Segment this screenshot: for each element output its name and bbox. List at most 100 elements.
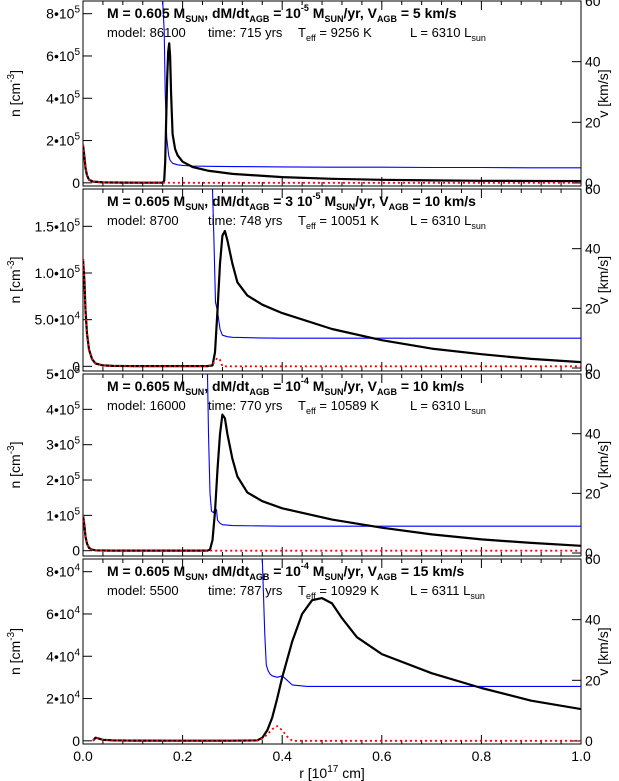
y-tick-mantissa: 1•10: [46, 507, 74, 523]
y-axis-label-end: ]: [7, 70, 23, 74]
data-area: [83, 1, 581, 184]
y-tick-exponent: 5: [74, 400, 80, 411]
y-axis-label-end: ]: [7, 441, 23, 445]
panel-title: M = 0.605 MSUN, dM/dtAGB = 10-4 MSUN/yr,…: [107, 376, 464, 397]
title-part: SUN: [324, 14, 343, 24]
teff-label: Teff = 9256 K: [298, 25, 372, 43]
title-part: AGB: [249, 14, 270, 24]
luminosity-label: L = 6310 Lsun: [410, 25, 486, 43]
y-tick-mantissa: 2•10: [46, 691, 74, 707]
y2-tick-label: 40: [585, 426, 601, 442]
x-axis-label-end: cm]: [338, 765, 364, 781]
y-tick-exponent: 4: [74, 563, 80, 574]
y-tick-mantissa: 2•10: [46, 133, 74, 149]
y-axis-label-text: n [cm: [7, 641, 23, 675]
data-area: [83, 374, 581, 552]
y-tick-exponent: 5: [74, 217, 80, 228]
y-axis-label-end: ]: [7, 256, 23, 260]
title-part: M: [309, 378, 325, 394]
y-tick-mantissa: 0: [72, 358, 80, 374]
y-tick-mantissa: 8•10: [46, 6, 74, 22]
plot-frame: [82, 558, 582, 745]
time-label: time: 770 yrs: [208, 398, 283, 413]
x-tick-label: 0.0: [73, 748, 93, 764]
title-part: 10: [285, 563, 301, 579]
x-axis-label-sup: 17: [327, 764, 339, 775]
teff-value: = 10929 K: [316, 583, 380, 598]
luminosity-label: L = 6311 Lsun: [410, 583, 485, 601]
title-part: =: [269, 563, 285, 579]
density-curve: [83, 413, 581, 552]
y-tick-label: 2•105: [46, 132, 80, 149]
y-tick-label: 8•104: [46, 563, 80, 580]
y-tick-exponent: 4: [74, 311, 80, 322]
title-part: SUN: [185, 387, 204, 397]
y-tick-label: 5•105: [46, 365, 80, 382]
title-part: =: [269, 378, 285, 394]
y-axis-label-end: ]: [7, 628, 23, 632]
luminosity-sub: sun: [471, 406, 486, 416]
y-axis-label-text: n [cm: [7, 269, 23, 303]
title-part: SUN: [185, 572, 204, 582]
y-axis-label-sup: -3: [6, 260, 17, 269]
y2-axis-label: v [km/s]: [595, 441, 611, 489]
y-tick-label: 2•105: [46, 471, 80, 488]
y-tick-label: 2•104: [46, 690, 80, 707]
ionized-curve: [92, 725, 581, 742]
title-part: -4: [301, 376, 309, 386]
teff-value: = 9256 K: [316, 25, 372, 40]
title-part: -5: [301, 3, 309, 13]
y-tick-exponent: 5: [74, 365, 80, 376]
title-part: -4: [301, 561, 309, 571]
luminosity-sub: sun: [471, 33, 486, 43]
y-tick-mantissa: 5•10: [46, 366, 74, 382]
y-tick-mantissa: 8•10: [46, 564, 74, 580]
y-tick-label: 1.0•105: [35, 264, 81, 281]
ionized-curve: [83, 144, 581, 184]
y2-tick-label: 60: [585, 551, 601, 567]
title-part: = 10 km/s: [409, 193, 477, 209]
title-part: M = 0.605 M: [107, 378, 185, 394]
panel-title: M = 0.605 MSUN, dM/dtAGB = 10-5 MSUN/yr,…: [107, 3, 457, 24]
teff-label: Teff = 10929 K: [298, 583, 379, 601]
time-text: time: 715 yrs: [208, 25, 283, 40]
teff-value: = 10051 K: [316, 213, 380, 228]
y2-axis-label: v [km/s]: [595, 69, 611, 117]
luminosity-label: L = 6310 Lsun: [410, 398, 486, 416]
y-axis-label-text: n [cm: [7, 83, 23, 117]
density-curve: [83, 229, 581, 368]
teff-sub: eff: [306, 406, 316, 416]
y2-tick-label: 0: [585, 360, 593, 376]
title-part: SUN: [324, 572, 343, 582]
velocity-curve: [211, 189, 581, 339]
y-tick-label: 6•104: [46, 605, 80, 622]
time-text: time: 748 yrs: [208, 213, 283, 228]
model-label: model: 16000: [107, 398, 186, 413]
title-part: /yr, V: [343, 563, 377, 579]
time-label: time: 748 yrs: [208, 213, 283, 228]
model-text: model: 86100: [107, 25, 186, 40]
teff-sub: eff: [306, 591, 316, 601]
panel-title: M = 0.605 MSUN, dM/dtAGB = 3 10-5 MSUN/y…: [107, 191, 476, 212]
title-part: M: [309, 5, 325, 21]
title-part: AGB: [377, 387, 398, 397]
teff-sub: eff: [306, 221, 316, 231]
luminosity-sub: sun: [471, 221, 486, 231]
y2-tick-label: 0: [585, 175, 593, 191]
model-label: model: 8700: [107, 213, 179, 228]
time-label: time: 787 yrs: [208, 583, 283, 598]
y2-tick-label: 20: [585, 114, 601, 130]
teff-label: Teff = 10051 K: [298, 213, 379, 231]
y-tick-mantissa: 1.0•10: [35, 265, 75, 281]
y-tick-exponent: 5: [74, 132, 80, 143]
title-part: AGB: [377, 14, 398, 24]
title-part: SUN: [324, 387, 343, 397]
y-axis-label-sup: -3: [6, 73, 17, 82]
luminosity-label: L = 6310 Lsun: [410, 213, 486, 231]
y-axis-label-sup: -3: [6, 631, 17, 640]
ionized-curve: [83, 258, 581, 368]
luminosity-value: L = 6310 L: [410, 398, 471, 413]
